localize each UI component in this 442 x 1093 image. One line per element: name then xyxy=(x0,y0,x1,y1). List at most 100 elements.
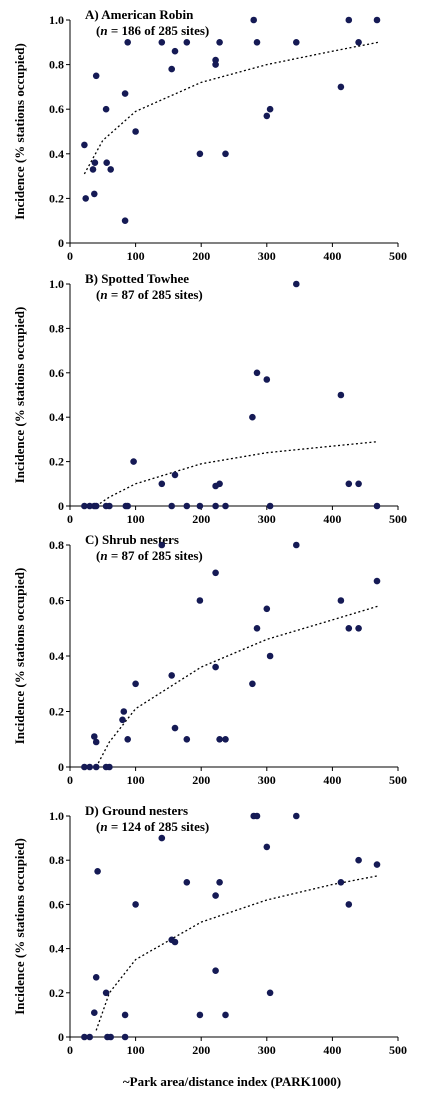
panel-b-data-point xyxy=(266,502,274,510)
panel-b-x-tick-label: 100 xyxy=(127,512,145,526)
panel-a-data-point xyxy=(158,39,166,46)
panel-d-x-tick-label: 200 xyxy=(192,1043,210,1057)
panel-b-trend-line xyxy=(95,440,379,507)
panel-a-data-point xyxy=(89,166,97,173)
panel-c-data-point xyxy=(92,738,100,746)
panel-a-x-tick-label: 100 xyxy=(127,249,145,263)
panel-b-data-point xyxy=(263,376,271,383)
panel-d-x-tick-label: 500 xyxy=(389,1043,407,1057)
panel-b-y-axis-label: Incidence (% stations occupied) xyxy=(12,307,27,484)
panel-c-data-point xyxy=(266,652,274,660)
panel-d-data-point xyxy=(171,938,179,946)
panel-a-data-point xyxy=(82,195,89,202)
panel-b-x-tick-label: 300 xyxy=(258,512,276,526)
panel-c-y-axis-label: Incidence (% stations occupied) xyxy=(12,568,27,745)
panel-c-title: C) Shrub nesters xyxy=(85,532,179,547)
panel-d-data-point xyxy=(253,812,261,820)
panel-b-title: B) Spotted Towhee xyxy=(85,271,189,286)
panel-a-x-tick-label: 500 xyxy=(389,249,407,263)
panel-d-data-point xyxy=(355,856,362,864)
panel-d-data-point xyxy=(196,1011,204,1019)
panel-a-y-tick-label: 0.6 xyxy=(49,102,64,116)
panel-b-data-point xyxy=(92,502,100,510)
panel-c-y-tick-label: 0.4 xyxy=(49,649,64,663)
panel-d-data-point xyxy=(94,868,101,875)
panel-a-data-point xyxy=(91,190,98,198)
panel-c-data-point xyxy=(86,763,93,771)
panel-d-data-point xyxy=(293,812,300,820)
panel-c-data-point xyxy=(158,541,166,549)
panel-b-y-tick-label: 0.6 xyxy=(49,366,64,380)
x-axis-label: ~Park area/distance index (PARK1000) xyxy=(123,1074,341,1089)
panel-d-y-tick-label: 1.0 xyxy=(49,809,64,823)
panel-c-y-tick-label: 0.6 xyxy=(49,594,64,608)
panel-c-data-point xyxy=(120,708,128,715)
panel-a-data-point xyxy=(216,39,223,46)
panel-d-data-point xyxy=(102,989,110,997)
panel-c-data-point xyxy=(253,625,261,632)
panel-a-x-tick-label: 0 xyxy=(67,249,73,263)
panel-c-data-point xyxy=(293,541,300,549)
panel-c-y-tick-label: 0 xyxy=(58,760,64,774)
panel-a-trend-line xyxy=(83,41,379,175)
panel-a-data-point xyxy=(263,112,271,120)
panel-d-data-point xyxy=(345,901,353,908)
panel-b-x-tick-label: 500 xyxy=(389,512,407,526)
panel-a-y-tick-label: 0.4 xyxy=(49,147,64,161)
panel-b-y-tick-label: 0.4 xyxy=(49,410,64,424)
panel-a-data-point xyxy=(81,141,88,149)
panel-c-data-point xyxy=(337,597,345,604)
panel-a-data-point xyxy=(373,16,381,24)
panel-a-data-point xyxy=(91,159,99,166)
panel-a-x-tick-label: 200 xyxy=(192,249,210,263)
panel-d-data-point xyxy=(81,1033,88,1041)
panel-d-data-point xyxy=(212,967,219,974)
panel-a-data-point xyxy=(132,128,139,135)
panel-a-data-point xyxy=(196,150,204,158)
panel-b-sample-size: (n = 87 of 285 sites) xyxy=(96,287,203,302)
panel-a: 0 100 200 300 400 500 0 0.2 0.4 0.6 0.8 1.0 Incidenc… xyxy=(12,7,407,263)
panel-b-y-tick-label: 0.2 xyxy=(49,455,64,469)
panel-b-data-point xyxy=(171,471,179,479)
panel-a-data-point xyxy=(168,65,175,73)
panel-d-x-tick-label: 0 xyxy=(67,1043,73,1057)
panel-a-y-axis-label: Incidence (% stations occupied) xyxy=(12,43,27,220)
panel-d-data-point xyxy=(121,1033,129,1041)
panel-a-data-point xyxy=(121,90,129,97)
panel-b-data-point xyxy=(222,502,229,510)
panel-d-x-tick-label: 300 xyxy=(258,1043,276,1057)
panel-b-data-point xyxy=(249,413,256,421)
panel-b-x-tick-label: 400 xyxy=(323,512,341,526)
panel-c-data-point xyxy=(196,597,204,604)
panel-b-data-point xyxy=(86,502,93,510)
panel-a-data-point xyxy=(92,72,100,80)
panel-d-data-point xyxy=(183,879,191,886)
panel-d-data-point xyxy=(92,974,100,981)
panel-d-y-tick-label: 0 xyxy=(58,1030,64,1044)
panel-c-data-point xyxy=(212,663,219,671)
panel-c-data-point xyxy=(124,736,131,743)
panel-c-data-point xyxy=(171,724,179,732)
panel-b: 0 100 200 300 400 500 0 0.2 0.4 0.6 0.8 1.0 Incidenc… xyxy=(12,271,407,526)
panel-d-data-point xyxy=(107,1033,114,1041)
panel-c-x-tick-label: 400 xyxy=(323,773,341,787)
panel-d-data-point xyxy=(121,1011,129,1019)
panel-c-data-point xyxy=(119,716,126,724)
panel-d-x-tick-label: 400 xyxy=(323,1043,341,1057)
panel-b-data-point xyxy=(216,480,223,488)
panel-a-title: A) American Robin xyxy=(85,7,194,22)
panel-c-y-tick-label: 0.2 xyxy=(49,705,64,719)
panel-b-data-point xyxy=(293,280,300,288)
panel-d-trend-line xyxy=(95,875,379,1031)
panel-a-x-tick-label: 400 xyxy=(323,249,341,263)
panel-b-x-tick-label: 200 xyxy=(192,512,210,526)
panel-b-data-point xyxy=(158,480,166,488)
panel-c-data-point xyxy=(355,625,362,632)
panel-d-data-point xyxy=(373,861,381,868)
panel-a-data-point xyxy=(212,61,219,68)
panel-d-data-point xyxy=(91,1009,98,1016)
panel-c-data-point xyxy=(373,577,381,585)
panel-b-data-point xyxy=(355,480,362,488)
panel-a-data-point xyxy=(107,166,114,173)
